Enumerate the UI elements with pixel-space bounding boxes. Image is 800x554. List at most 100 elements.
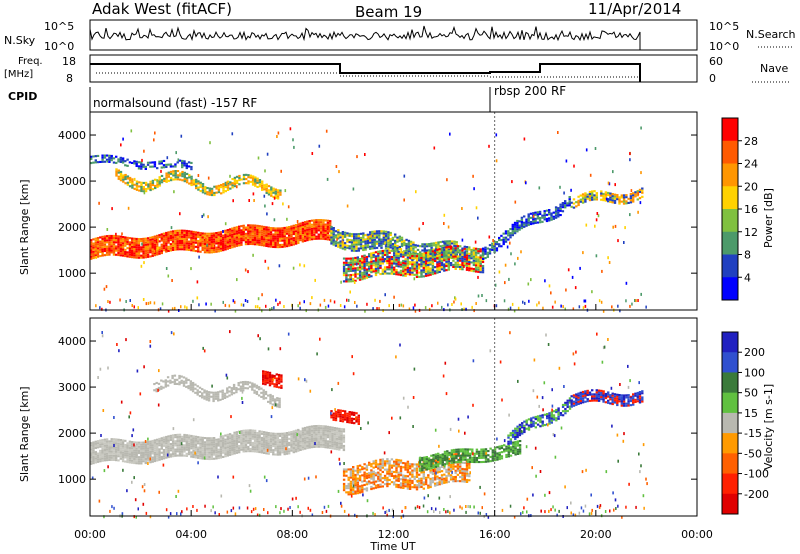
heatmap-cell (219, 235, 223, 238)
heatmap-cell (465, 258, 469, 261)
heatmap-cell (459, 265, 462, 268)
speckle-cell (608, 261, 611, 264)
heatmap-cell (156, 457, 159, 460)
heatmap-cell (408, 267, 412, 270)
heatmap-cell (249, 226, 252, 229)
heatmap-cell (101, 447, 104, 450)
heatmap-cell (165, 165, 168, 168)
heatmap-cell (404, 462, 407, 465)
heatmap-cell (310, 435, 314, 438)
heatmap-cell (365, 276, 369, 279)
heatmap-cell (190, 161, 193, 164)
heatmap-cell (625, 194, 628, 197)
heatmap-cell (105, 249, 109, 252)
heatmap-cell (329, 430, 332, 433)
heatmap-cell (167, 241, 170, 244)
heatmap-cell (361, 267, 364, 270)
heatmap-cell (263, 441, 266, 444)
heatmap-cell (371, 247, 374, 250)
noise-cell (275, 298, 277, 302)
heatmap-cell (262, 380, 265, 383)
heatmap-cell (195, 182, 198, 185)
heatmap-cell (358, 272, 362, 275)
heatmap-cell (108, 442, 111, 445)
heatmap-cell (301, 236, 305, 239)
heatmap-cell (270, 194, 273, 197)
heatmap-cell (231, 227, 234, 230)
y-tick-label: 1000 (58, 267, 86, 280)
heatmap-cell (308, 427, 311, 430)
heatmap-cell (443, 265, 446, 268)
heatmap-cell (251, 243, 254, 246)
heatmap-cell (178, 446, 182, 449)
heatmap-cell (140, 185, 143, 188)
heatmap-cell (634, 191, 637, 194)
heatmap-cell (197, 448, 200, 451)
heatmap-cell (210, 447, 213, 450)
heatmap-cell (108, 458, 111, 461)
heatmap-cell (345, 470, 348, 473)
heatmap-cell (215, 451, 218, 454)
heatmap-cell (119, 443, 122, 446)
heatmap-cell (292, 451, 295, 454)
heatmap-cell (228, 449, 232, 452)
heatmap-cell (352, 480, 355, 483)
heatmap-cell (454, 257, 457, 260)
heatmap-cell (352, 273, 355, 276)
heatmap-cell (222, 185, 225, 188)
heatmap-cell (326, 232, 330, 235)
heatmap-cell (269, 448, 273, 451)
heatmap-cell (411, 255, 414, 258)
heatmap-cell (157, 382, 161, 385)
nave-tick-top: 60 (709, 55, 723, 68)
heatmap-cell (454, 263, 457, 266)
heatmap-cell (331, 430, 334, 433)
heatmap-cell (362, 247, 365, 250)
heatmap-cell (149, 189, 152, 192)
heatmap-cell (160, 249, 163, 252)
heatmap-cell (199, 232, 202, 235)
heatmap-cell (251, 435, 254, 438)
heatmap-cell (402, 474, 405, 477)
heatmap-cell (452, 251, 455, 254)
speckle-cell (157, 237, 159, 241)
heatmap-cell (183, 180, 186, 183)
heatmap-cell (527, 215, 530, 218)
heatmap-cell (146, 457, 150, 460)
heatmap-cell (394, 243, 397, 246)
heatmap-cell (247, 243, 250, 246)
heatmap-cell (131, 249, 134, 252)
heatmap-cell (183, 446, 186, 449)
heatmap-cell (454, 253, 457, 256)
heatmap-cell (397, 461, 400, 464)
heatmap-cell (224, 181, 227, 184)
heatmap-cell (119, 447, 122, 450)
heatmap-cell (301, 230, 305, 233)
heatmap-cell (308, 444, 311, 447)
heatmap-cell (415, 271, 419, 274)
heatmap-cell (174, 178, 177, 181)
heatmap-cell (203, 242, 207, 245)
heatmap-cell (404, 272, 407, 275)
heatmap-cell (350, 249, 354, 252)
heatmap-cell (142, 454, 145, 457)
heatmap-cell (171, 438, 175, 441)
heatmap-cell (527, 223, 530, 226)
heatmap-cell (434, 251, 437, 254)
heatmap-cell (339, 240, 342, 243)
heatmap-cell (224, 444, 227, 447)
heatmap-cell (502, 232, 505, 235)
heatmap-cell (488, 250, 492, 253)
speckle-cell (205, 238, 207, 241)
heatmap-cell (346, 412, 349, 415)
heatmap-cell (149, 184, 152, 187)
heatmap-cell (520, 225, 524, 228)
heatmap-cell (256, 241, 259, 244)
heatmap-cell (368, 275, 371, 278)
heatmap-cell (406, 271, 410, 274)
heatmap-cell (270, 190, 273, 193)
heatmap-cell (269, 438, 273, 441)
heatmap-cell (162, 380, 165, 383)
heatmap-cell (536, 211, 540, 214)
heatmap-cell (174, 448, 177, 451)
